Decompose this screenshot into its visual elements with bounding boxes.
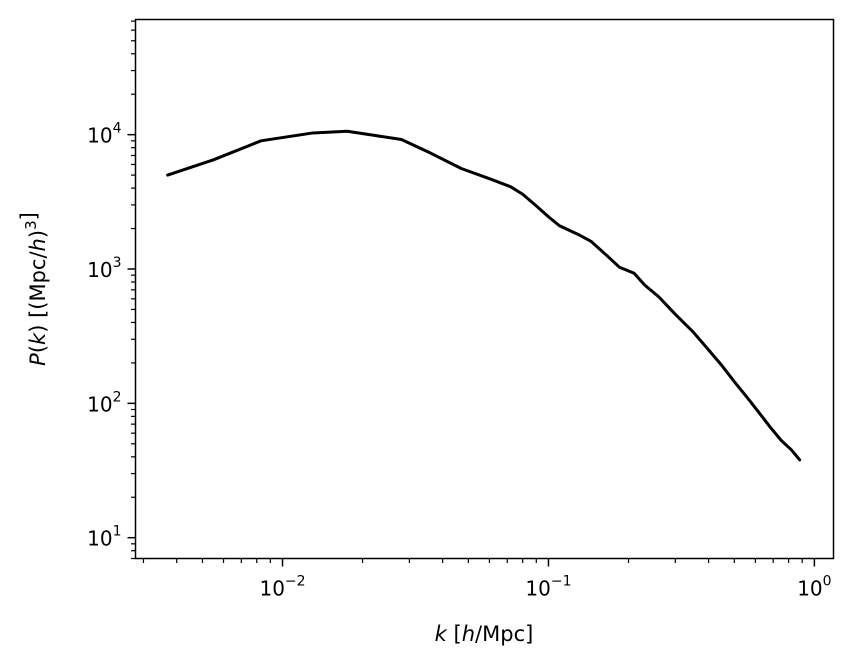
power-spectrum-line [166,129,802,462]
y-tick-label: 104 [87,121,121,148]
y-axis-label: P(k) [(Mpc/h)3] [17,212,50,366]
x-axis-label: k [h/Mpc] [435,622,534,646]
plot-frame [134,18,835,560]
major-ticks [127,133,816,567]
x-tick-label: 100 [797,574,831,601]
y-tick-label: 103 [87,255,121,282]
y-tick-label: 102 [87,389,121,416]
x-tick-label: 10−2 [259,574,305,601]
y-tick-label: 101 [87,524,121,551]
tick-labels: 10−2 10−1 100 101 102 103 104 [87,121,831,601]
x-tick-label: 10−1 [525,574,571,601]
minor-ticks [131,20,803,563]
